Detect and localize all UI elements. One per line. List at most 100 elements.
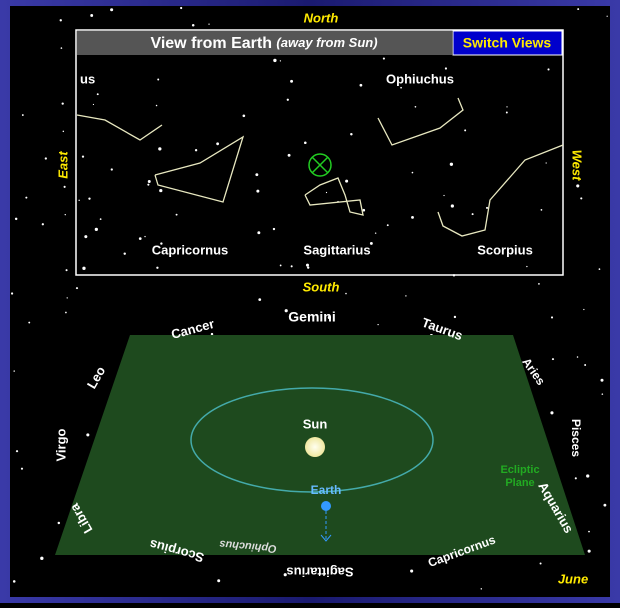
star [526, 266, 527, 267]
star [603, 504, 606, 507]
star [25, 197, 27, 199]
star [88, 198, 90, 200]
star [486, 207, 488, 209]
star [584, 364, 586, 366]
star [176, 214, 178, 216]
star [273, 59, 276, 62]
sun-label: Sun [303, 416, 328, 431]
star [208, 23, 209, 24]
month-label: June [558, 571, 588, 586]
plane-label-line: Plane [505, 477, 534, 489]
star [40, 557, 43, 560]
star [580, 197, 582, 199]
star [82, 267, 85, 270]
star [61, 47, 63, 49]
star [588, 550, 591, 553]
star [600, 379, 603, 382]
star [547, 68, 549, 70]
star [255, 173, 258, 176]
star [443, 195, 444, 196]
star [607, 16, 608, 17]
star [288, 154, 291, 157]
star [11, 292, 13, 294]
star [13, 580, 16, 583]
star [307, 266, 309, 268]
zodiac-label: Sagittarius [286, 565, 353, 580]
zodiac-label: Virgo [53, 428, 68, 461]
constellation-label: Scorpius [477, 242, 533, 257]
constellation-label: Sagittarius [303, 242, 370, 257]
star [158, 147, 161, 150]
star [541, 209, 543, 211]
star [306, 264, 309, 267]
star [110, 8, 113, 11]
star [575, 477, 577, 479]
star [60, 19, 62, 21]
star [147, 184, 149, 186]
star [273, 228, 275, 230]
plane-label-line: Ecliptic [500, 464, 539, 476]
star [195, 149, 197, 151]
star [65, 312, 67, 314]
star [211, 333, 213, 335]
star [58, 522, 60, 524]
star [400, 87, 402, 89]
star [97, 93, 99, 95]
star [217, 579, 220, 582]
star [290, 80, 293, 83]
star [78, 200, 79, 201]
star [62, 102, 64, 104]
star [257, 231, 260, 234]
star [258, 298, 261, 301]
star [415, 106, 417, 108]
star [464, 129, 466, 131]
earth-label: Earth [311, 483, 342, 497]
star [28, 322, 30, 324]
star [540, 562, 542, 564]
star [124, 252, 126, 254]
star [481, 588, 482, 589]
south-label: South [303, 279, 340, 294]
star [67, 297, 68, 298]
star [410, 569, 413, 572]
star [546, 162, 547, 163]
star [602, 393, 604, 395]
star [280, 265, 282, 267]
subtitle: (away from Sun) [276, 35, 377, 50]
star [450, 163, 453, 166]
star [506, 112, 508, 114]
star [15, 218, 17, 220]
star [412, 172, 414, 174]
star [66, 269, 68, 271]
star [13, 370, 14, 371]
star [156, 267, 158, 269]
star [287, 99, 289, 101]
star [383, 58, 385, 60]
star [243, 114, 246, 117]
star [42, 223, 44, 225]
constellation-label: us [80, 71, 95, 86]
star [76, 287, 78, 289]
west-label: West [570, 150, 585, 181]
star [84, 235, 87, 238]
star [21, 468, 23, 470]
earth[interactable] [321, 501, 331, 511]
star [350, 133, 352, 135]
star [445, 67, 447, 69]
star [144, 236, 145, 237]
constellation-label: Ophiuchus [386, 71, 454, 86]
star [577, 356, 579, 358]
star [360, 84, 363, 87]
sun [305, 437, 325, 457]
star [405, 295, 406, 296]
star [304, 141, 307, 144]
star [326, 192, 327, 193]
star [64, 186, 66, 188]
switch-views-label[interactable]: Switch Views [463, 35, 552, 51]
star [16, 450, 18, 452]
zodiac-label: Pisces [569, 419, 583, 457]
star [599, 268, 601, 270]
star [411, 216, 414, 219]
star [552, 358, 554, 360]
star [82, 155, 84, 157]
